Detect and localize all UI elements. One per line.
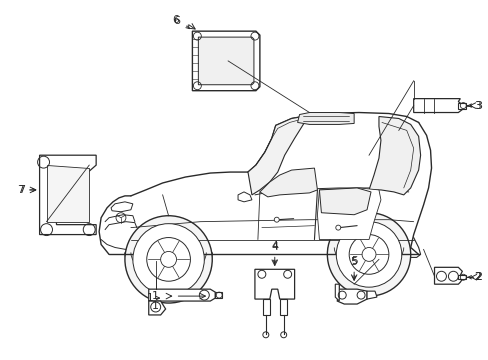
Text: 5: 5 <box>350 256 357 266</box>
Polygon shape <box>238 192 251 202</box>
Circle shape <box>348 235 388 274</box>
Circle shape <box>161 251 176 267</box>
Polygon shape <box>46 165 89 222</box>
Polygon shape <box>247 116 309 195</box>
Polygon shape <box>337 284 366 304</box>
Polygon shape <box>368 117 420 195</box>
Text: 2: 2 <box>474 272 481 282</box>
Text: 2: 2 <box>473 272 480 282</box>
Text: 6: 6 <box>173 16 180 26</box>
Polygon shape <box>254 269 294 299</box>
Text: 4: 4 <box>271 242 278 251</box>
Polygon shape <box>148 301 165 315</box>
Polygon shape <box>457 275 466 279</box>
Circle shape <box>274 217 279 222</box>
Circle shape <box>361 247 375 261</box>
Circle shape <box>336 222 401 287</box>
Polygon shape <box>319 188 370 215</box>
Text: 3: 3 <box>474 100 481 111</box>
Circle shape <box>124 216 212 303</box>
Polygon shape <box>263 299 269 315</box>
Polygon shape <box>215 292 222 298</box>
Polygon shape <box>457 103 466 109</box>
Text: 1: 1 <box>151 301 158 311</box>
Polygon shape <box>198 37 253 85</box>
Polygon shape <box>279 299 286 315</box>
Text: 7: 7 <box>17 185 24 195</box>
Polygon shape <box>148 289 215 301</box>
Text: 1: 1 <box>151 291 158 301</box>
Polygon shape <box>40 155 96 235</box>
Text: 4: 4 <box>271 242 278 252</box>
Text: 7: 7 <box>19 185 26 195</box>
Polygon shape <box>317 188 380 239</box>
Text: 1: 1 <box>147 293 153 303</box>
Text: 3: 3 <box>473 100 480 111</box>
Circle shape <box>146 238 190 281</box>
Polygon shape <box>335 284 339 301</box>
Polygon shape <box>111 202 133 212</box>
Polygon shape <box>297 113 353 125</box>
Circle shape <box>326 213 410 296</box>
Text: 2: 2 <box>473 272 480 282</box>
Text: 5: 5 <box>350 257 357 267</box>
Circle shape <box>335 225 340 230</box>
Polygon shape <box>192 31 259 91</box>
Polygon shape <box>413 99 461 113</box>
Circle shape <box>133 224 204 295</box>
Polygon shape <box>259 168 317 197</box>
Polygon shape <box>434 267 461 284</box>
Text: 6: 6 <box>172 15 178 25</box>
Polygon shape <box>366 291 376 299</box>
